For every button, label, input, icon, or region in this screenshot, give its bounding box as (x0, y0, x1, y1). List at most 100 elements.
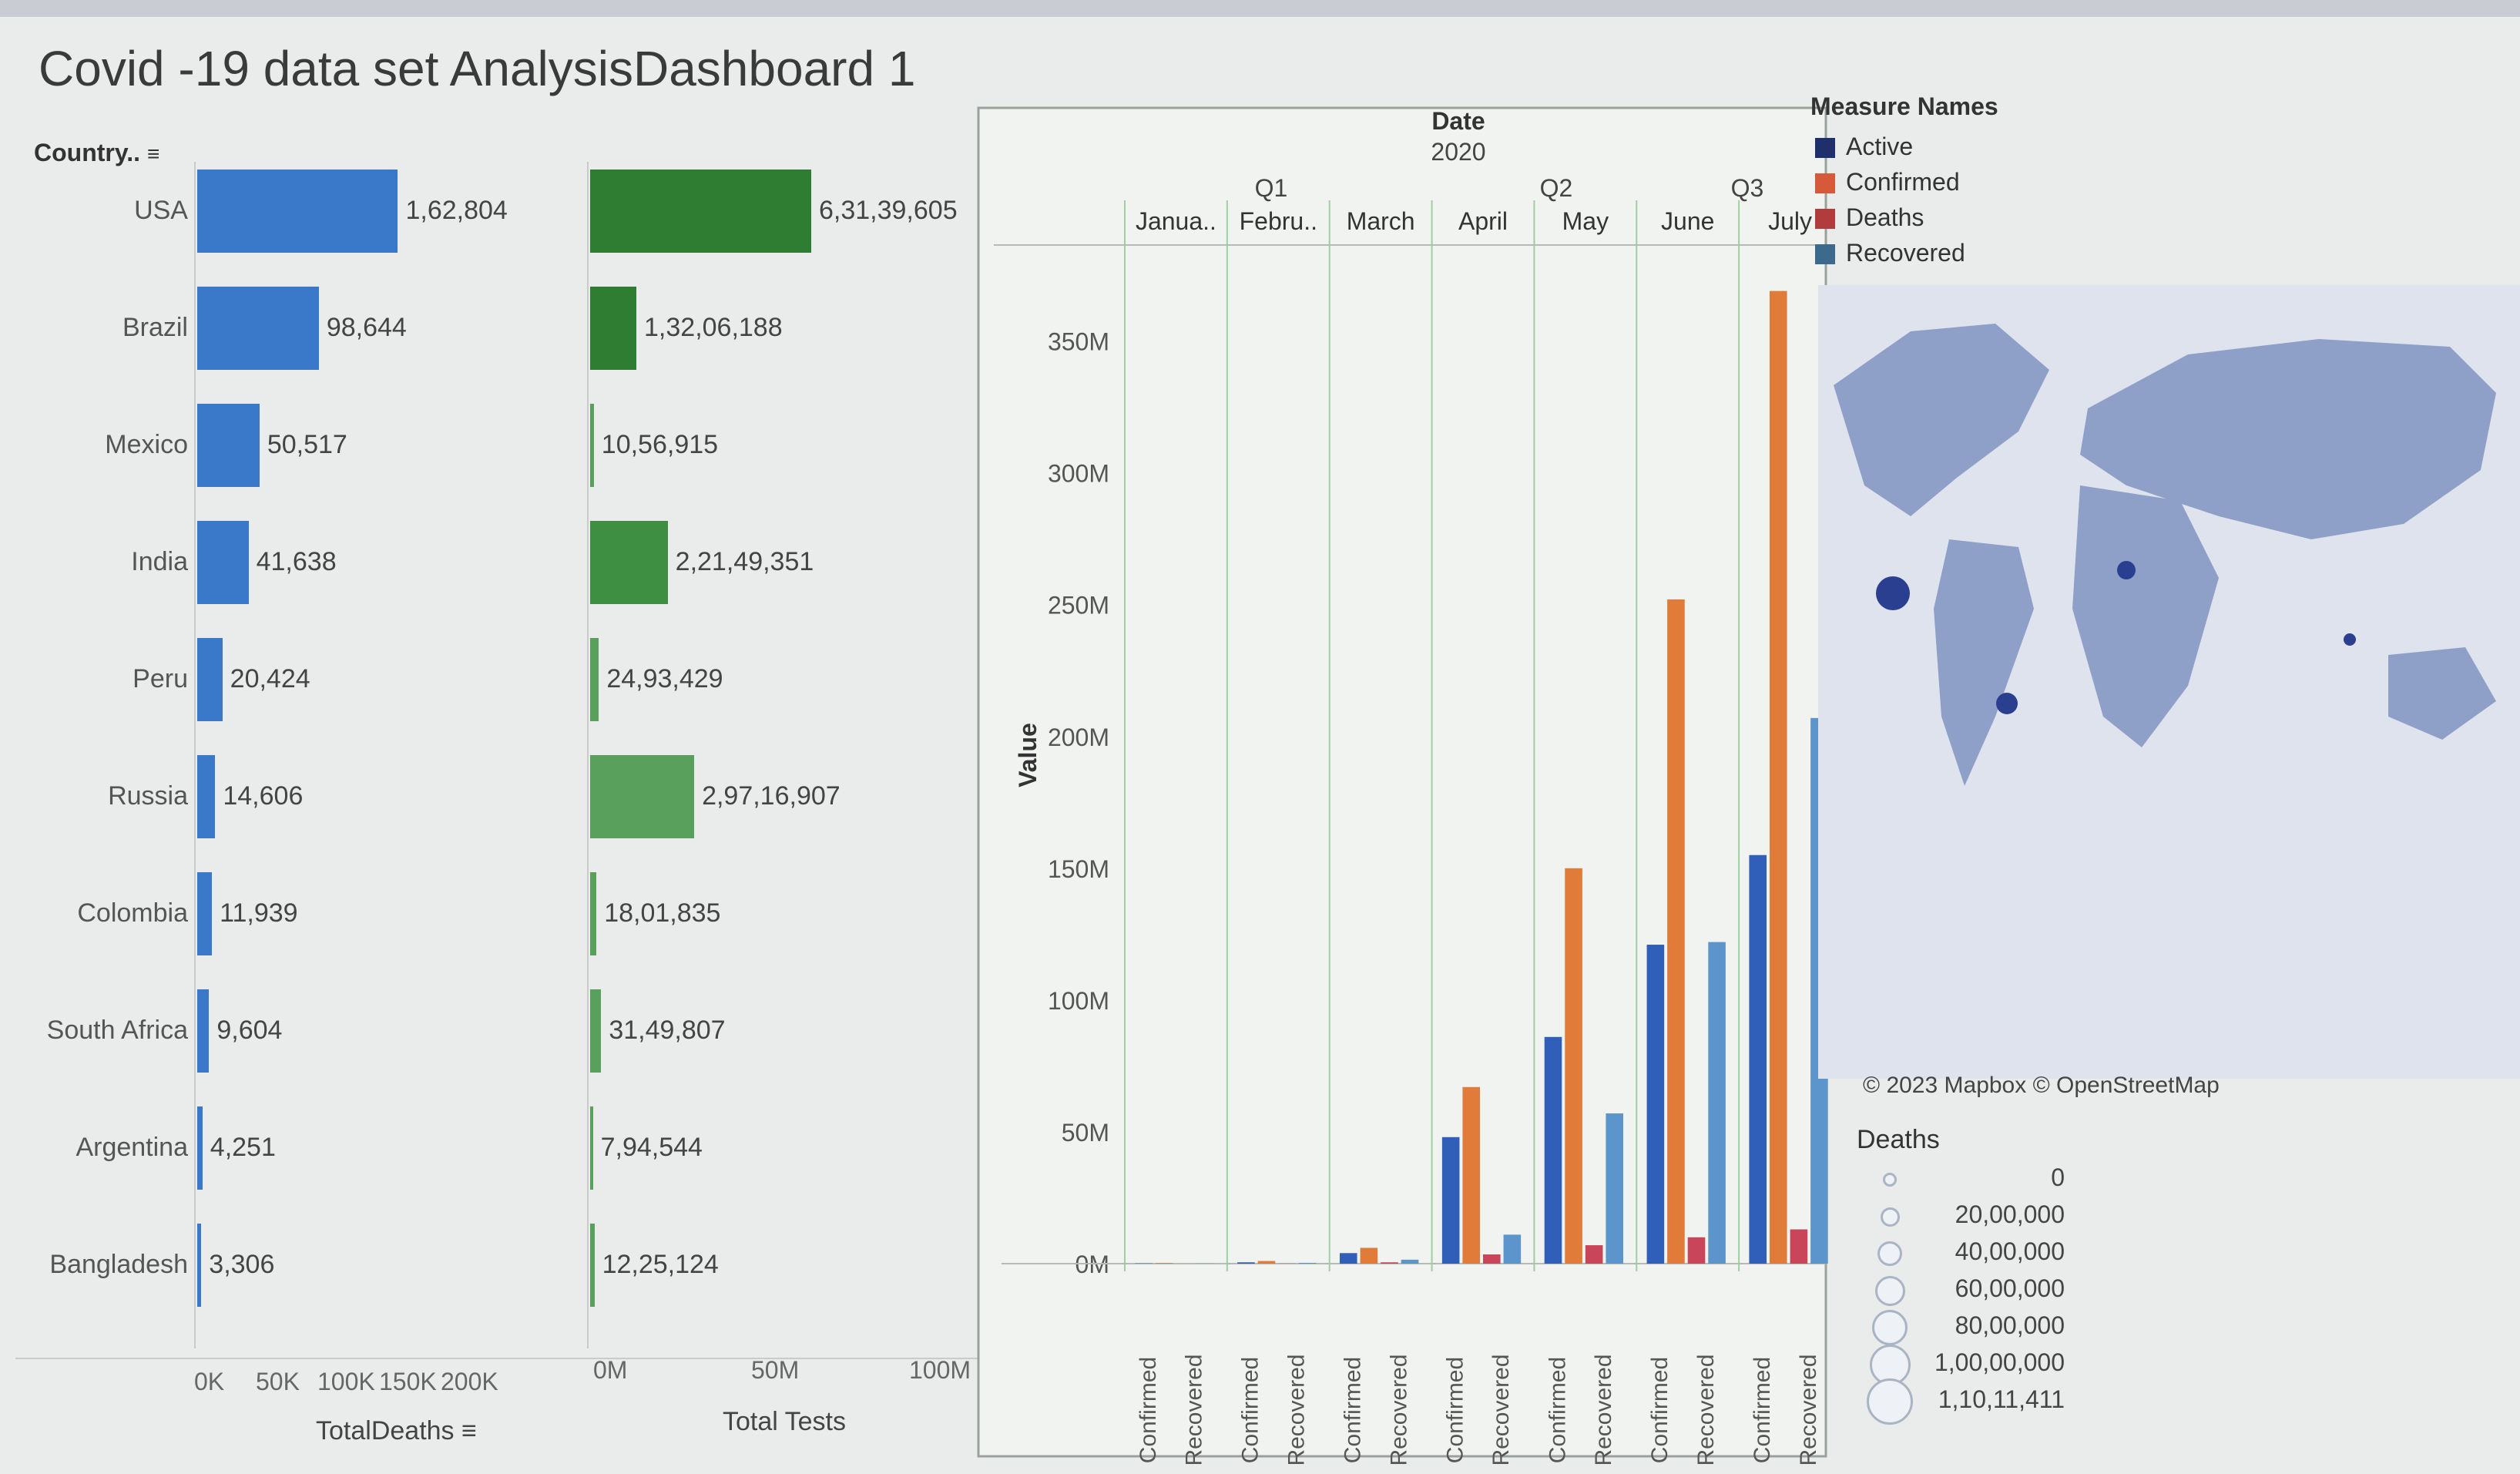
legend-item[interactable]: Active (1815, 133, 1913, 161)
measure-bar[interactable] (1483, 1254, 1501, 1264)
deaths-bar[interactable] (197, 638, 223, 721)
month-header[interactable]: May (1562, 207, 1609, 235)
deaths-bar[interactable] (197, 170, 398, 253)
deaths-value-label: 20,424 (230, 664, 310, 693)
tests-value-label: 18,01,835 (604, 898, 721, 928)
tests-bar[interactable] (590, 404, 594, 487)
measure-bar[interactable] (1155, 1263, 1173, 1264)
year-header: 2020 (1431, 138, 1485, 166)
deaths-bar[interactable] (197, 521, 249, 604)
measure-bar[interactable] (1606, 1113, 1624, 1264)
deaths-bar[interactable] (197, 1106, 203, 1190)
y-tick-label: 150M (1048, 855, 1109, 883)
measure-bar[interactable] (1749, 855, 1767, 1264)
deaths-x-tick: 150K (379, 1368, 437, 1395)
tests-bar[interactable] (590, 170, 811, 253)
measure-bar[interactable] (1401, 1259, 1419, 1264)
measure-bar[interactable] (1544, 1036, 1562, 1264)
measure-bar[interactable] (1708, 942, 1726, 1264)
y-tick-label: 300M (1048, 460, 1109, 488)
deaths-value-label: 11,939 (220, 898, 298, 928)
deaths-bar[interactable] (197, 1224, 202, 1307)
measure-bar[interactable] (1667, 599, 1685, 1264)
country-label: Brazil (122, 313, 188, 342)
tests-bar[interactable] (590, 872, 597, 955)
sort-icon[interactable]: ≡ (146, 142, 160, 166)
tests-bar[interactable] (590, 1106, 593, 1190)
deaths-value-label: 4,251 (210, 1133, 276, 1162)
measure-bar[interactable] (1503, 1234, 1522, 1264)
country-label: South Africa (46, 1016, 188, 1045)
country-header[interactable]: Country.. ≡ (34, 139, 159, 167)
size-circle (1883, 1173, 1897, 1187)
deaths-bar[interactable] (197, 872, 213, 955)
deaths-value-label: 3,306 (209, 1250, 275, 1279)
month-header[interactable]: June (1661, 207, 1714, 235)
legend-swatch (1815, 244, 1835, 264)
size-legend-label: 1,10,11,411 (1938, 1385, 2065, 1413)
brazil-death-marker[interactable] (1996, 693, 2018, 714)
deaths-bar[interactable] (197, 287, 319, 370)
x-measure-label: Confirmed (1341, 1357, 1366, 1463)
deaths-bar[interactable] (197, 989, 210, 1073)
measure-bar[interactable] (1441, 1137, 1460, 1264)
month-header[interactable]: April (1458, 207, 1508, 235)
month-header[interactable]: Janua.. (1136, 207, 1216, 235)
tests-axis-title: Total Tests (723, 1407, 847, 1436)
x-measure-label: Confirmed (1136, 1357, 1161, 1463)
tests-bar[interactable] (590, 989, 602, 1073)
deaths-bar[interactable] (197, 404, 260, 487)
tests-bar[interactable] (590, 521, 668, 604)
tests-value-label: 6,31,39,605 (818, 196, 958, 225)
deaths-value-label: 9,604 (216, 1016, 283, 1045)
measure-bar[interactable] (1298, 1262, 1317, 1264)
x-measure-label: Confirmed (1238, 1357, 1263, 1463)
usa-death-marker[interactable] (1876, 576, 1910, 610)
measure-bar[interactable] (1770, 290, 1787, 1264)
dashboard-title: Covid -19 data set AnalysisDashboard 1 (39, 41, 916, 96)
month-header[interactable]: July (1768, 207, 1812, 235)
size-circle (1869, 1344, 1911, 1385)
size-circle (1867, 1378, 1913, 1425)
measure-bar[interactable] (1237, 1262, 1255, 1264)
measure-bar[interactable] (1687, 1237, 1706, 1264)
world-map[interactable] (1818, 285, 2520, 1079)
legend-item[interactable]: Deaths (1815, 203, 1924, 232)
europe-death-marker[interactable] (2117, 561, 2136, 579)
measure-bar[interactable] (1360, 1247, 1378, 1264)
measure-bar[interactable] (1462, 1086, 1481, 1264)
measure-bar[interactable] (1790, 1229, 1808, 1264)
legend-item[interactable]: Confirmed (1815, 168, 1960, 196)
country-label: Russia (108, 781, 188, 811)
tests-value-label: 24,93,429 (606, 664, 723, 693)
india-death-marker[interactable] (2344, 633, 2356, 646)
measure-bar[interactable] (1340, 1253, 1357, 1264)
bars-bottom-line (15, 1358, 978, 1359)
measure-bar[interactable] (1646, 945, 1665, 1264)
tests-bar[interactable] (590, 755, 695, 838)
deaths-value-label: 41,638 (256, 547, 337, 576)
tests-axis-line (587, 162, 589, 1348)
tests-x-tick: 50M (751, 1356, 800, 1384)
measure-bar[interactable] (1565, 868, 1582, 1264)
tests-bar[interactable] (590, 287, 637, 370)
deaths-bar[interactable] (197, 755, 216, 838)
measure-bar[interactable] (1257, 1261, 1276, 1264)
legend-item[interactable]: Recovered (1815, 239, 1965, 267)
month-header[interactable]: Febru.. (1240, 207, 1317, 235)
size-circle (1877, 1241, 1902, 1266)
deaths-axis-line (194, 162, 196, 1348)
deaths-value-label: 1,62,804 (405, 196, 508, 225)
country-label: Mexico (105, 430, 188, 459)
country-label: USA (134, 196, 188, 225)
country-label: Colombia (77, 898, 188, 928)
month-header[interactable]: March (1347, 207, 1415, 235)
tests-bar[interactable] (590, 638, 599, 721)
tests-bar[interactable] (590, 1224, 595, 1307)
map-credit[interactable]: © 2023 Mapbox © OpenStreetMap (1863, 1073, 2220, 1098)
measure-bar[interactable] (1585, 1245, 1603, 1264)
quarter-header: Q3 (1731, 174, 1764, 202)
y-tick-label: 50M (1062, 1119, 1109, 1147)
measure-bar[interactable] (1381, 1262, 1398, 1264)
